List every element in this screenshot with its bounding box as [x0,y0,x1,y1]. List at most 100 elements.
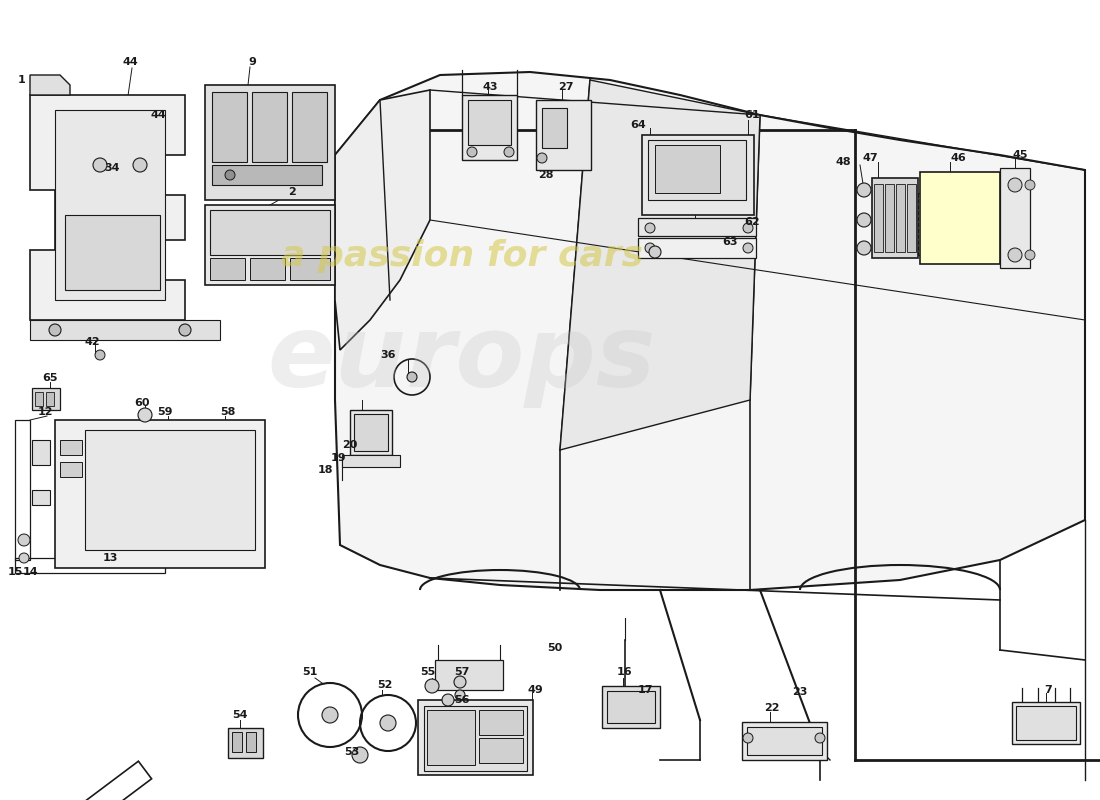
Bar [648,140,746,200]
Bar [1012,702,1080,744]
Text: 16: 16 [616,667,631,677]
Bar [210,210,330,255]
Circle shape [504,147,514,157]
Bar [418,700,534,775]
Bar [212,92,248,162]
FancyArrow shape [41,762,152,800]
Text: 42: 42 [85,337,100,347]
Bar [228,728,263,758]
Bar [15,420,30,560]
Bar [85,430,255,550]
Text: 18: 18 [317,465,332,475]
Circle shape [50,324,60,336]
Bar [205,205,336,285]
Bar [210,258,245,280]
Circle shape [18,534,30,546]
Bar [15,558,165,573]
Circle shape [454,676,466,688]
Circle shape [1025,180,1035,190]
Circle shape [857,183,871,197]
Circle shape [742,223,754,233]
Text: 20: 20 [342,440,358,450]
Circle shape [94,158,107,172]
Text: 62: 62 [745,217,760,227]
Circle shape [1025,250,1035,260]
Polygon shape [560,80,760,450]
Text: 44: 44 [122,57,138,67]
Bar [350,410,392,455]
Text: 36: 36 [381,350,396,360]
Circle shape [322,707,338,723]
Bar [424,706,527,771]
Bar [32,388,60,410]
Bar [212,165,322,185]
Circle shape [133,158,147,172]
Circle shape [425,679,439,693]
Bar [607,691,654,723]
Text: 60: 60 [134,398,150,408]
Bar [354,414,388,451]
Text: 46: 46 [950,153,966,163]
Text: 65: 65 [42,373,57,383]
Polygon shape [336,72,1085,590]
Text: 23: 23 [792,687,807,697]
Polygon shape [30,95,185,320]
Bar [920,172,1000,264]
Text: 59: 59 [157,407,173,417]
Bar [536,100,591,170]
Bar [292,92,327,162]
Bar [462,95,517,160]
Text: 61: 61 [745,110,760,120]
Text: 64: 64 [630,120,646,130]
Polygon shape [30,75,70,95]
Bar [290,258,330,280]
Bar [232,732,242,752]
Text: 13: 13 [102,553,118,563]
Bar [55,420,265,568]
Circle shape [815,733,825,743]
Text: 44: 44 [150,110,166,120]
Bar [55,110,165,300]
Polygon shape [336,90,430,350]
Circle shape [468,147,477,157]
Text: 43: 43 [482,82,497,92]
Bar [35,392,43,406]
Bar [246,732,256,752]
Text: 47: 47 [862,153,878,163]
Bar [886,184,894,252]
Bar [250,258,285,280]
Text: europs: europs [267,311,657,409]
Text: 51: 51 [302,667,318,677]
Bar [654,145,720,193]
Text: 52: 52 [377,680,393,690]
Text: 12: 12 [37,407,53,417]
Circle shape [19,553,29,563]
Bar [602,686,660,728]
Text: 28: 28 [538,170,553,180]
Bar [65,215,160,290]
Text: 49: 49 [527,685,543,695]
Text: 53: 53 [344,747,360,757]
Circle shape [857,213,871,227]
Bar [1016,706,1076,740]
Text: 50: 50 [548,643,562,653]
Text: 17: 17 [637,685,652,695]
Circle shape [742,243,754,253]
Bar [638,218,756,236]
Text: 56: 56 [454,695,470,705]
Bar [874,184,883,252]
Text: 55: 55 [420,667,436,677]
Circle shape [407,372,417,382]
Circle shape [179,324,191,336]
Circle shape [95,350,104,360]
Bar [896,184,905,252]
Bar [478,710,522,735]
Bar [742,722,827,760]
Text: 63: 63 [723,237,738,247]
Bar [747,727,822,755]
Bar [46,392,54,406]
Circle shape [1008,248,1022,262]
Bar [542,108,566,148]
Text: 48: 48 [835,157,850,167]
Bar [60,440,82,455]
